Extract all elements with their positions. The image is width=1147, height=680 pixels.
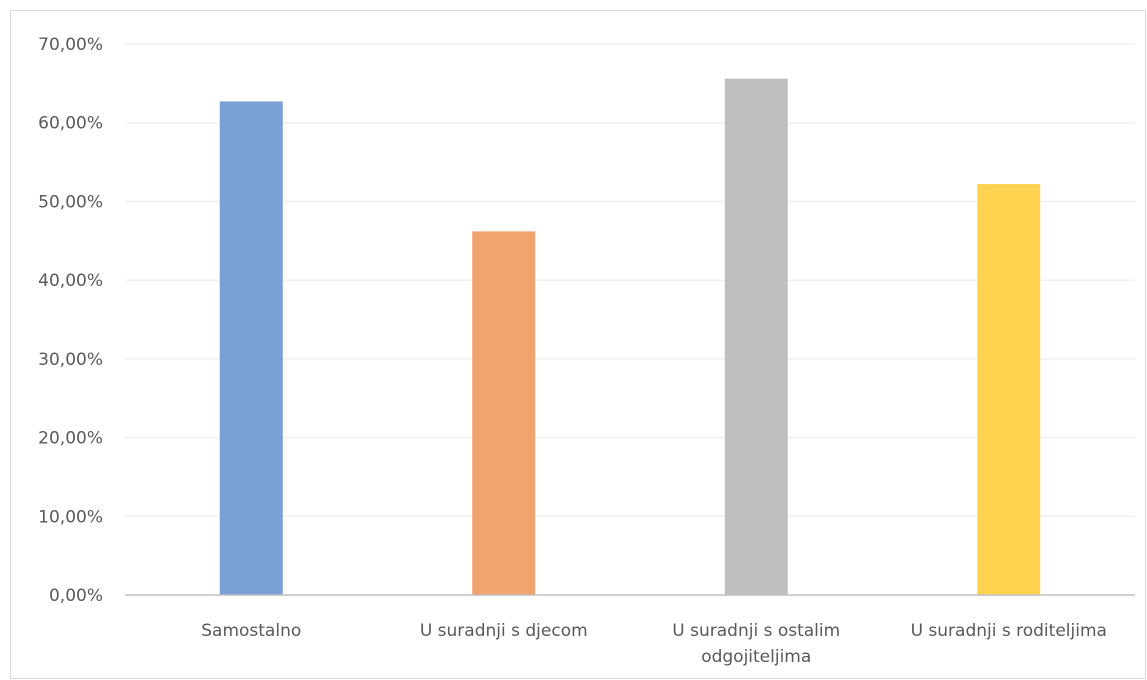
bar-chart: 0,00% 10,00% 20,00% 30,00% 40,00% 50,00% 60,00…	[38, 35, 1135, 667]
x-category-label-line: U suradnji s djecom	[420, 621, 588, 641]
y-axis-tick-labels: 0,00% 10,00% 20,00% 30,00% 40,00% 50,00% 60,00…	[38, 35, 103, 606]
bar	[219, 101, 283, 595]
bar	[472, 231, 536, 595]
x-category-label: U suradnji s roditeljima	[911, 621, 1107, 641]
gridlines	[125, 43, 1135, 517]
bar	[724, 78, 788, 596]
y-tick-label: 0,00%	[49, 586, 103, 606]
y-tick-label: 60,00%	[38, 114, 103, 134]
bar	[977, 184, 1041, 595]
x-category-label: Samostalno	[201, 621, 301, 641]
y-tick-label: 40,00%	[38, 271, 103, 291]
x-category-label-line: U suradnji s roditeljima	[911, 621, 1107, 641]
y-tick-label: 70,00%	[38, 35, 103, 55]
bars	[219, 78, 1041, 596]
x-category-label-line: odgojiteljima	[701, 647, 811, 667]
y-tick-label: 10,00%	[38, 507, 103, 527]
x-category-label-line: U suradnji s ostalim	[672, 621, 840, 641]
y-tick-label: 30,00%	[38, 350, 103, 370]
y-tick-label: 50,00%	[38, 192, 103, 212]
x-category-label-line: Samostalno	[201, 621, 301, 641]
x-axis-category-labels: Samostalno U suradnji s djecom U suradnji …	[201, 621, 1107, 667]
x-category-label: U suradnji s ostalim odgojiteljima	[672, 621, 840, 667]
chart-frame: 0,00% 10,00% 20,00% 30,00% 40,00% 50,00% 60,00…	[10, 10, 1146, 679]
x-category-label: U suradnji s djecom	[420, 621, 588, 641]
y-tick-label: 20,00%	[38, 429, 103, 449]
